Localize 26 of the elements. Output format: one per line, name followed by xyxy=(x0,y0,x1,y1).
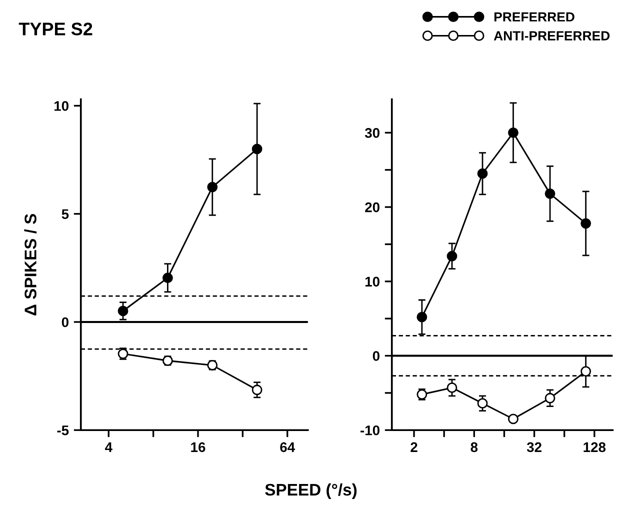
x-axis-title: SPEED (°/s) xyxy=(265,483,357,499)
y-tick-label: 0 xyxy=(372,351,380,361)
y-tick-label: 20 xyxy=(365,202,380,212)
x-tick-label: 128 xyxy=(584,442,606,452)
y-tick-label: 10 xyxy=(54,101,68,111)
point xyxy=(252,144,262,154)
x-tick-label: 4 xyxy=(104,442,112,452)
point xyxy=(252,384,262,396)
x-tick-label: 32 xyxy=(526,442,542,452)
y-axis-title: Δ SPIKES / S xyxy=(24,214,37,316)
y-tick-label: 5 xyxy=(62,209,69,220)
x-tick-label: 8 xyxy=(470,442,478,452)
point xyxy=(162,272,173,284)
y-tick-label: 10 xyxy=(365,276,380,287)
x-tick-label: 64 xyxy=(280,442,296,452)
legend-label: PREFERRED xyxy=(494,12,574,22)
x-tick-label: 16 xyxy=(191,442,206,452)
point xyxy=(118,306,128,316)
y-tick-label: 30 xyxy=(364,128,380,138)
y-tick-label: -10 xyxy=(360,425,380,436)
x-tick-label: 2 xyxy=(410,442,418,452)
y-tick-label: 0 xyxy=(62,317,68,328)
legend-label: ANTI-PREFERRED xyxy=(494,31,610,40)
point xyxy=(207,182,218,192)
y-tick-label: -5 xyxy=(57,426,69,436)
chart-title: TYPE S2 xyxy=(18,22,92,36)
